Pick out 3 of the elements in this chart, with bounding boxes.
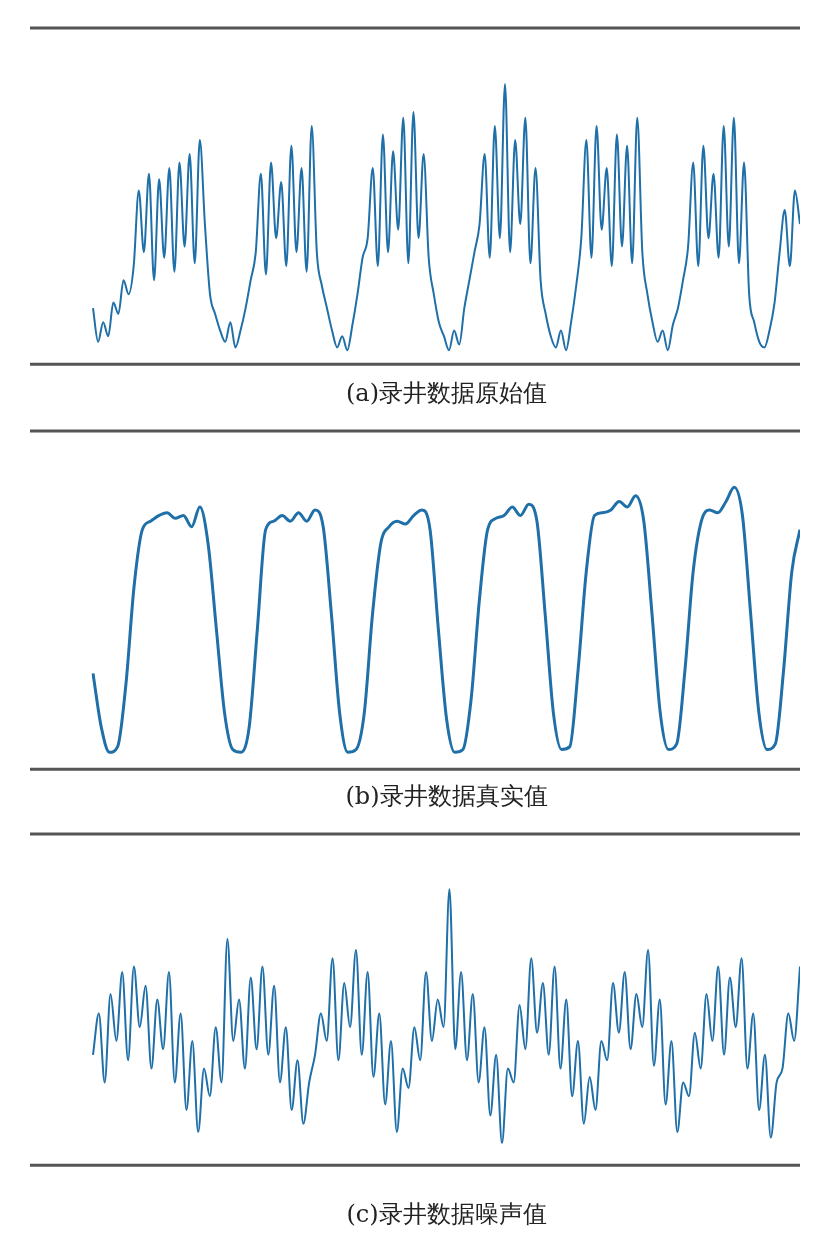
text: (c)录井数据噪声值 [346,1199,547,1228]
text: (b)录井数据真实值 [345,781,548,810]
text: (a)录井数据原始值 [345,378,548,407]
